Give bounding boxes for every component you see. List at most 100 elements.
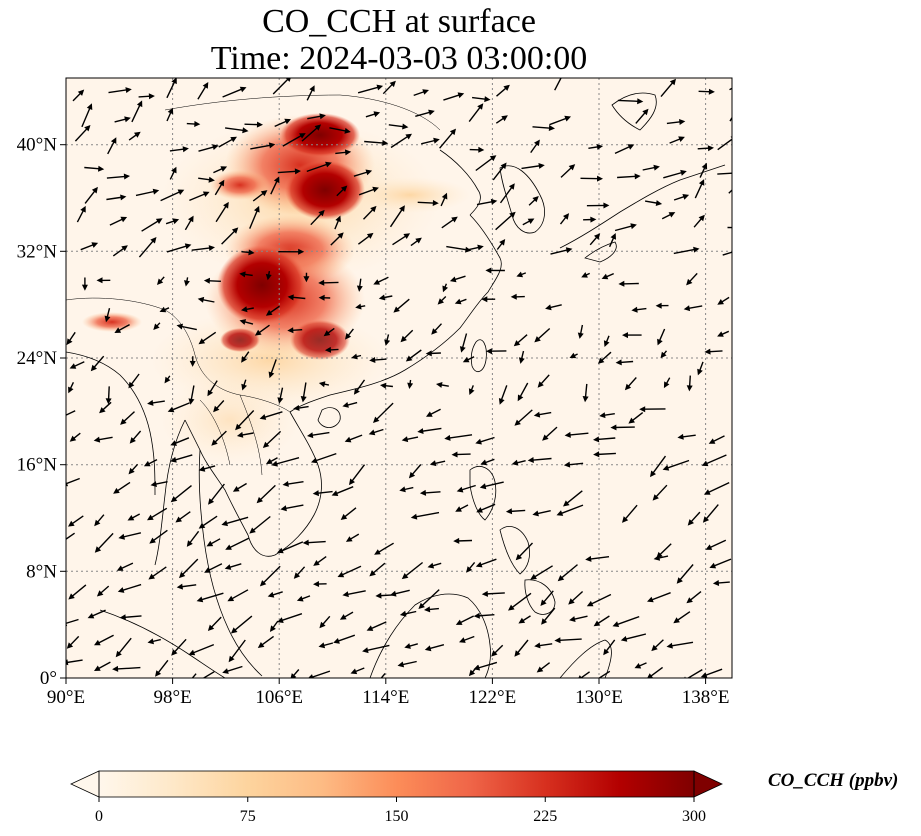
wind-vector-arrowhead <box>223 201 229 209</box>
wind-vector-arrowhead <box>194 121 201 127</box>
wind-vector-arrow <box>66 618 79 625</box>
wind-vector-arrowhead <box>668 212 676 218</box>
wind-vector-arrowhead <box>318 209 325 217</box>
wind-vector-arrowhead <box>404 643 411 649</box>
wind-vector-arrow <box>614 145 632 155</box>
wind-vector-arrowhead <box>442 285 448 293</box>
wind-vector-arrow <box>282 133 304 147</box>
wind-vector-arrowhead <box>700 672 708 678</box>
wind-vector-arrowhead <box>230 627 238 634</box>
wind-vector-arrowhead <box>596 144 603 150</box>
wind-vector-arrowhead <box>184 280 190 287</box>
wind-vector-arrowhead <box>159 306 167 313</box>
wind-vector-arrow <box>191 673 197 678</box>
wind-vector-arrowhead <box>620 636 628 642</box>
wind-vector-arrowhead <box>365 169 373 176</box>
wind-vector-arrowhead <box>408 471 416 479</box>
wind-vector-field <box>66 78 743 678</box>
wind-vector-arrowhead <box>424 645 432 652</box>
wind-vector-arrow <box>277 170 299 174</box>
wind-vector-arrowhead <box>686 278 693 286</box>
wind-vector-arrowhead <box>66 338 73 345</box>
wind-vector-arrowhead <box>417 428 424 434</box>
wind-vector-arrow <box>229 639 246 661</box>
wind-vector-arrowhead <box>96 277 103 284</box>
wind-vector-arrow <box>172 638 187 654</box>
wind-vector-arrowhead <box>124 116 131 123</box>
wind-vector-arrow <box>120 583 142 592</box>
wind-vector-arrowhead <box>266 458 273 464</box>
wind-vector-arrow <box>665 459 690 470</box>
wind-vector-arrow <box>264 430 282 447</box>
wind-vector-arrowhead <box>660 351 667 359</box>
wind-vector-arrowhead <box>68 386 74 394</box>
wind-vector-arrowhead <box>375 592 382 599</box>
wind-vector-arrowhead <box>212 144 219 150</box>
wind-vector-arrowhead <box>249 527 256 534</box>
wind-vector-arrowhead <box>300 396 307 403</box>
y-tick-label: 16°N <box>17 455 58 476</box>
map-frame <box>65 77 733 679</box>
wind-vector-arrow <box>149 507 168 520</box>
wind-vector-arrowhead <box>603 202 610 209</box>
wind-vector-arrowhead <box>368 429 376 436</box>
wind-vector-arrowhead <box>340 185 348 192</box>
wind-vector-arrowhead <box>568 164 576 171</box>
wind-vector-arrowhead <box>468 669 476 677</box>
wind-vector-arrowhead <box>331 490 339 496</box>
wind-vector-arrowhead <box>662 464 670 471</box>
wind-vector-arrowhead <box>254 205 260 213</box>
wind-vector-arrowhead <box>603 648 610 656</box>
wind-vector-arrow <box>663 171 685 179</box>
wind-vector-arrowhead <box>228 655 235 663</box>
wind-vector-arrowhead <box>650 470 656 478</box>
wind-vector-arrowhead <box>69 435 77 442</box>
wind-vector-arrowhead <box>309 85 315 92</box>
wind-vector-arrowhead <box>177 189 185 195</box>
wind-vector-arrowhead <box>475 438 482 445</box>
wind-vector-arrowhead <box>455 619 463 625</box>
wind-vector-arrowhead <box>701 460 709 467</box>
wind-vector-arrow <box>623 504 638 522</box>
wind-vector-arrowhead <box>213 405 220 413</box>
wind-vector-arrowhead <box>123 173 130 180</box>
wind-vector-arrowhead <box>536 666 544 673</box>
wind-vector-arrowhead <box>647 673 654 678</box>
wind-vector-arrowhead <box>610 424 617 431</box>
wind-vector-arrowhead <box>457 92 465 99</box>
wind-vector-arrowhead <box>182 146 189 153</box>
wind-vector-arrow <box>106 175 128 179</box>
wind-vector-arrowhead <box>91 242 99 248</box>
x-tick-label: 138°E <box>682 687 730 708</box>
wind-vector-arrowhead <box>642 108 649 116</box>
wind-vector-arrowhead <box>230 136 237 143</box>
x-tick-label: 106°E <box>255 687 303 708</box>
wind-vector-arrowhead <box>444 434 451 441</box>
wind-vector-arrowhead <box>198 465 206 472</box>
wind-vector-arrowhead <box>431 328 438 335</box>
x-tick-label: 130°E <box>575 687 623 708</box>
wind-vector-arrowhead <box>68 520 75 527</box>
wind-vector-arrowhead <box>257 642 265 648</box>
wind-vector-arrowhead <box>196 596 204 603</box>
wind-vector-arrow <box>141 219 161 232</box>
wind-vector-arrowhead <box>737 225 743 231</box>
wind-vector-arrow <box>138 238 156 258</box>
wind-vector-arrow <box>673 248 697 255</box>
wind-vector-arrow <box>166 79 177 99</box>
wind-vector-arrowhead <box>509 211 516 218</box>
wind-vector-arrowhead <box>514 419 521 426</box>
wind-vector-arrowhead <box>489 155 497 162</box>
colorbar-tick-label: 225 <box>533 808 557 825</box>
wind-vector-arrowhead <box>202 82 209 89</box>
wind-vector-arrowhead <box>382 140 389 146</box>
wind-vector-arrowhead <box>356 285 363 292</box>
wind-vector-arrowhead <box>709 562 717 569</box>
wind-vector-arrowhead <box>303 276 310 283</box>
wind-vector-arrow <box>389 207 404 228</box>
wind-vector-arrowhead <box>505 508 513 515</box>
wind-vector-arrowhead <box>91 186 98 194</box>
wind-vector-arrowhead <box>686 385 693 392</box>
wind-vector-arrowhead <box>476 507 483 513</box>
wind-vector-arrowhead <box>578 675 582 678</box>
